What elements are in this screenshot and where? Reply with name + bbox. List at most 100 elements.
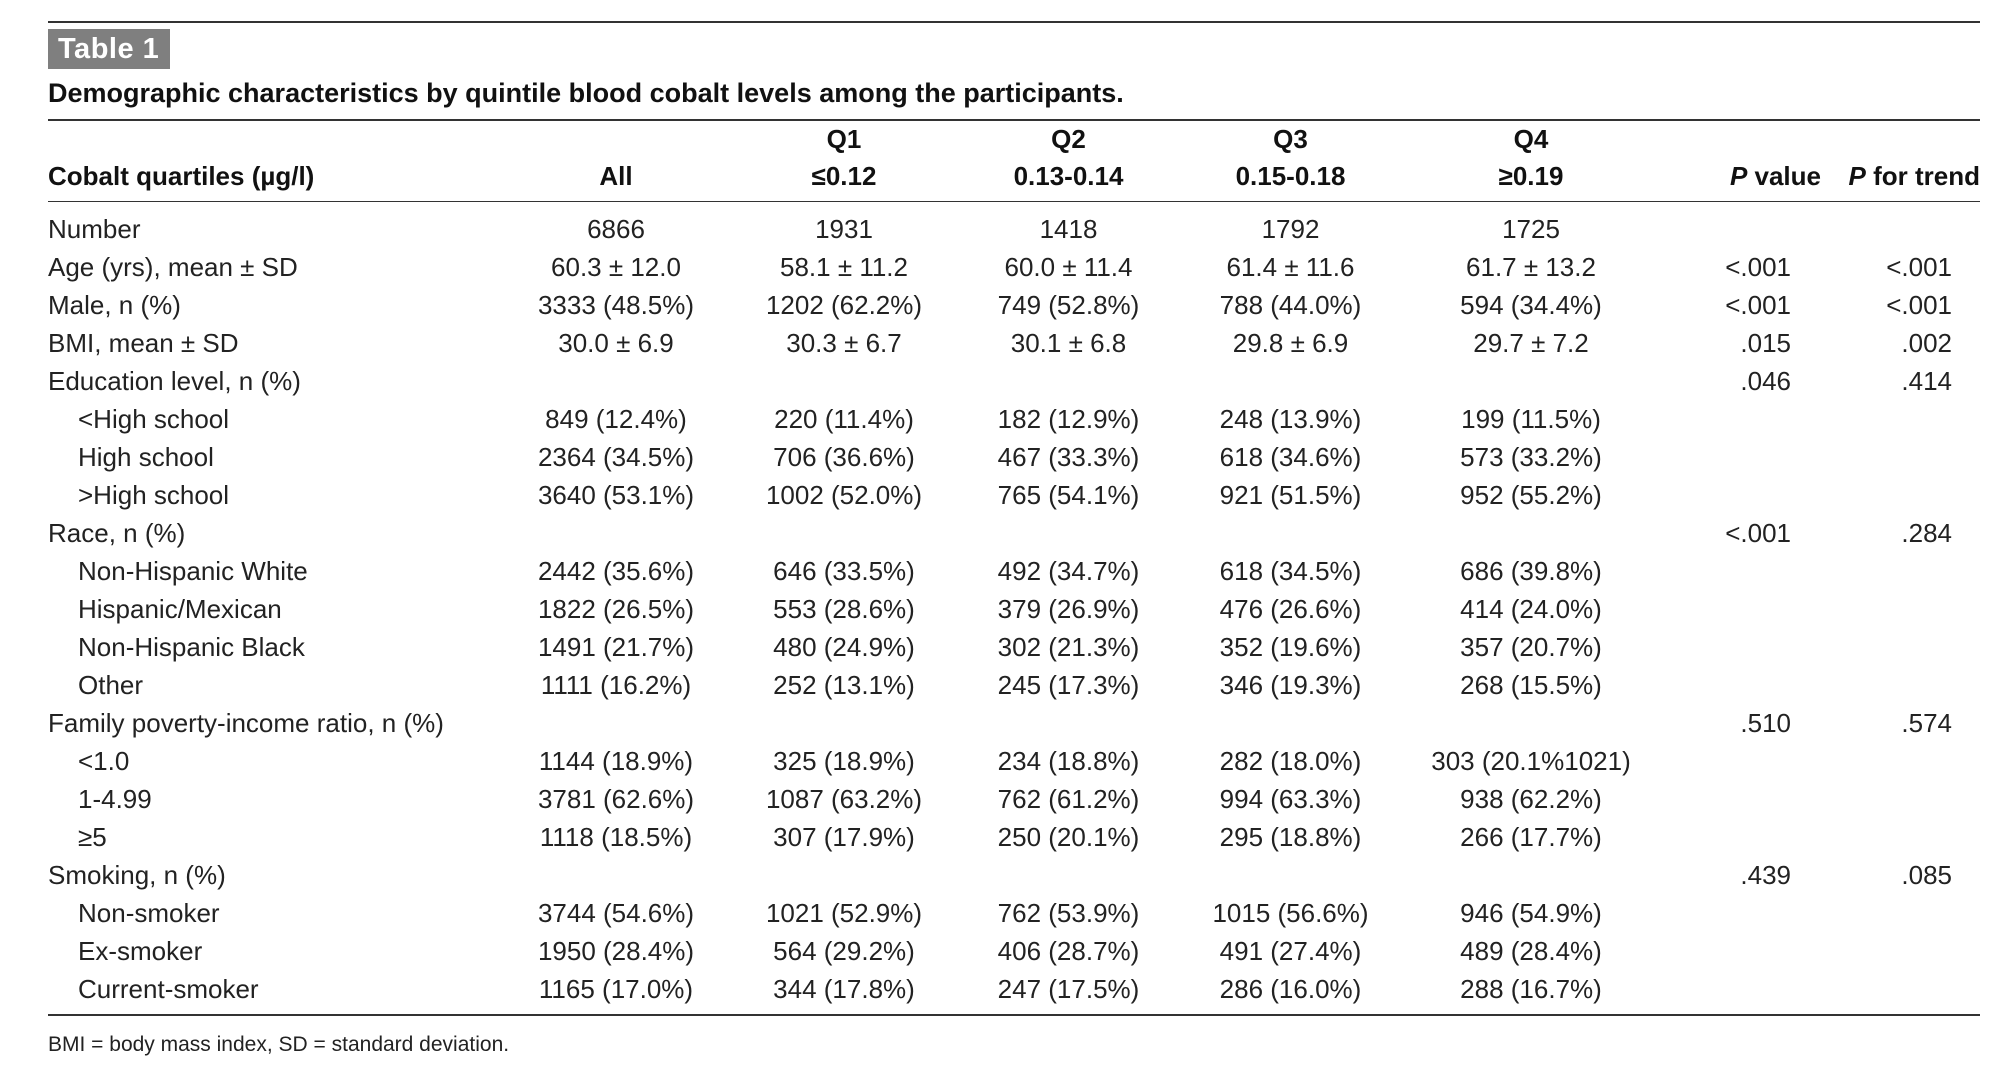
q2-header: Q2 <box>1051 124 1086 154</box>
table-row: ≥5 1118 (18.5%) 307 (17.9%) 250 (20.1%) 295 … <box>48 818 1980 856</box>
all-cell: 1822 (26.5%) <box>537 594 695 624</box>
row-label: 1-4.99 <box>78 784 152 814</box>
table-row: <High school 849 (12.4%) 220 (11.4%) 182 (1… <box>48 400 1980 438</box>
row-label: Non-smoker <box>78 898 220 928</box>
table-label: Table 1 <box>48 29 171 69</box>
p-value-cell <box>1659 400 1821 438</box>
row-label: Ex-smoker <box>78 936 203 966</box>
all-cell: 2442 (35.6%) <box>537 556 695 586</box>
row-label: Other <box>78 670 144 700</box>
p-trend-cell <box>1821 590 1980 628</box>
data-table: Q1 Q2 Q3 Q4 Cobalt quartiles (µg/l) All … <box>48 121 1980 1016</box>
q3-cell: 282 (18.0%) <box>1219 746 1362 776</box>
q1-cell: 553 (28.6%) <box>773 594 915 624</box>
q4-cell: 1725 <box>1502 214 1560 244</box>
q3-cell <box>1178 362 1403 400</box>
q4-cell <box>1403 514 1659 552</box>
p-trend-cell <box>1821 438 1980 476</box>
p-trend-cell <box>1821 666 1980 704</box>
row-label: Non-Hispanic Black <box>78 632 305 662</box>
q2-cell: 749 (52.8%) <box>997 290 1140 320</box>
q1-cell: 706 (36.6%) <box>773 442 915 472</box>
p-trend-cell <box>1821 476 1980 514</box>
row-label: >High school <box>78 480 230 510</box>
p-trend-header: P for trend <box>1821 158 1980 202</box>
table-row: Hispanic/Mexican 1822 (26.5%) 553 (28.6%) 3… <box>48 590 1980 628</box>
all-cell: 1111 (16.2%) <box>540 670 692 700</box>
table-row: Education level, n (%) .046 .414 <box>48 362 1980 400</box>
q2-cell <box>959 704 1178 742</box>
p-trend-cell: <.001 <box>1886 252 1952 282</box>
q3-cell: 1015 (56.6%) <box>1212 898 1369 928</box>
table-row: Age (yrs), mean ± SD 60.3 ± 12.0 58.1 ± 11… <box>48 248 1980 286</box>
p-value-cell: .439 <box>1740 860 1791 890</box>
q4-header: Q4 <box>1513 124 1549 154</box>
q3-cell: 352 (19.6%) <box>1219 632 1362 662</box>
p-value-cell <box>1659 742 1821 780</box>
q3-cell <box>1178 514 1403 552</box>
all-cell: 6866 <box>587 214 645 244</box>
q4-range-header: ≥0.19 <box>1403 158 1659 202</box>
p-value-cell <box>1659 628 1821 666</box>
q1-cell: 1202 (62.2%) <box>765 290 923 320</box>
all-cell: 1950 (28.4%) <box>537 936 695 966</box>
q4-cell: 266 (17.7%) <box>1460 822 1602 852</box>
row-label: Race, n (%) <box>48 518 186 548</box>
row-label: Non-Hispanic White <box>78 556 308 586</box>
table-row: High school 2364 (34.5%) 706 (36.6%) 467 (3… <box>48 438 1980 476</box>
q2-cell: 765 (54.1%) <box>997 480 1140 510</box>
table-row: Non-Hispanic White 2442 (35.6%) 646 (33.5%… <box>48 552 1980 590</box>
p-trend-cell <box>1821 818 1980 856</box>
q2-cell: 247 (17.5%) <box>959 970 1178 1016</box>
table-row: Male, n (%) 3333 (48.5%) 1202 (62.2%) 749 (… <box>48 286 1980 324</box>
p-value-cell: <.001 <box>1725 518 1791 548</box>
row-label: Number <box>48 214 141 244</box>
p-value-cell <box>1659 590 1821 628</box>
q2-cell: 234 (18.8%) <box>997 746 1140 776</box>
table-row: 1-4.99 3781 (62.6%) 1087 (63.2%) 762 (61.2%… <box>48 780 1980 818</box>
caption-rule <box>48 119 1980 121</box>
all-cell <box>503 514 729 552</box>
p-trend-cell <box>1821 780 1980 818</box>
q4-cell: 594 (34.4%) <box>1460 290 1602 320</box>
q3-cell: 921 (51.5%) <box>1219 480 1362 510</box>
p-value-cell <box>1659 970 1821 1016</box>
q2-cell: 60.0 ± 11.4 <box>1004 252 1133 282</box>
q3-cell: 248 (13.9%) <box>1219 404 1362 434</box>
p-value-cell: .510 <box>1740 708 1791 738</box>
row-label: Hispanic/Mexican <box>78 594 282 624</box>
table-row: Family poverty-income ratio, n (%) .510 .5… <box>48 704 1980 742</box>
q2-cell: 302 (21.3%) <box>997 632 1140 662</box>
table-row: Other 1111 (16.2%) 252 (13.1%) 245 (17.3%) 3… <box>48 666 1980 704</box>
p-value-cell: .046 <box>1740 366 1791 396</box>
q4-cell: 938 (62.2%) <box>1460 784 1602 814</box>
table-row: Non-smoker 3744 (54.6%) 1021 (52.9%) 762 (5… <box>48 894 1980 932</box>
q4-cell: 357 (20.7%) <box>1460 632 1602 662</box>
p-value-cell <box>1659 894 1821 932</box>
q4-cell: 199 (11.5%) <box>1461 404 1601 434</box>
table-row: Race, n (%) <.001 .284 <box>48 514 1980 552</box>
q1-cell: 307 (17.9%) <box>773 822 915 852</box>
q3-cell: 1792 <box>1261 214 1320 244</box>
table-row: Number 6866 1931 1418 1792 1725 <box>48 202 1980 249</box>
q4-cell: 686 (39.8%) <box>1460 556 1602 586</box>
q3-cell: 994 (63.3%) <box>1219 784 1362 814</box>
q4-cell <box>1403 704 1659 742</box>
q2-cell: 379 (26.9%) <box>997 594 1140 624</box>
q4-cell: 303 (20.1%1021) <box>1431 746 1631 776</box>
all-cell: 3333 (48.5%) <box>537 290 695 320</box>
p-trend-cell <box>1821 202 1980 249</box>
table-row: Non-Hispanic Black 1491 (21.7%) 480 (24.9%… <box>48 628 1980 666</box>
q3-cell: 788 (44.0%) <box>1219 290 1362 320</box>
q3-cell: 346 (19.3%) <box>1219 670 1362 700</box>
p-trend-cell: <.001 <box>1886 290 1952 320</box>
q1-cell: 220 (11.4%) <box>774 404 914 434</box>
row-label: Family poverty-income ratio, n (%) <box>48 708 444 738</box>
q3-cell <box>1178 704 1403 742</box>
all-cell: 1144 (18.9%) <box>538 746 694 776</box>
q4-cell: 573 (33.2%) <box>1460 442 1602 472</box>
q4-cell: 288 (16.7%) <box>1403 970 1659 1016</box>
q1-cell: 252 (13.1%) <box>773 670 915 700</box>
q3-range-header: 0.15-0.18 <box>1178 158 1403 202</box>
all-cell: 3744 (54.6%) <box>537 898 695 928</box>
